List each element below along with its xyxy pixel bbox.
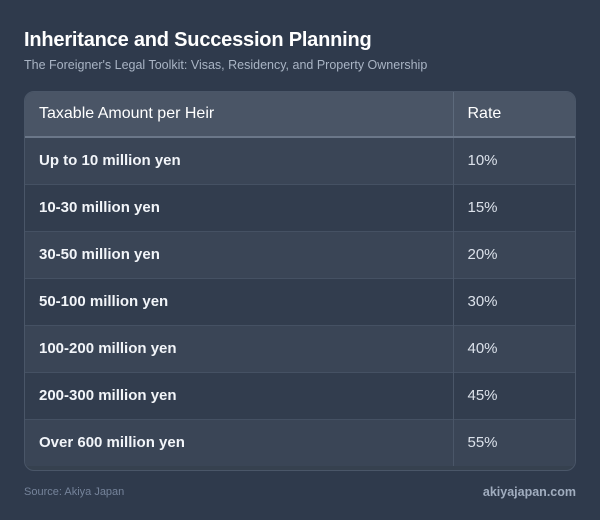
- rate-cell: 20%: [452, 230, 575, 278]
- rate-cell: 40%: [452, 324, 575, 372]
- tax-rate-table: Taxable Amount per Heir Rate Up to 10 mi…: [25, 92, 575, 466]
- amount-cell: 100-200 million yen: [25, 324, 453, 372]
- rate-cell: 15%: [452, 183, 575, 231]
- tax-rate-table-card: Taxable Amount per Heir Rate Up to 10 mi…: [24, 91, 576, 471]
- rate-cell: 10%: [452, 137, 575, 184]
- rate-cell: 45%: [452, 371, 575, 419]
- table-row: 100-200 million yen 40%: [25, 324, 575, 372]
- amount-cell: Over 600 million yen: [25, 418, 453, 466]
- table-header-row: Taxable Amount per Heir Rate: [25, 92, 575, 138]
- table-row: 30-50 million yen 20%: [25, 230, 575, 278]
- table-row: 10-30 million yen 15%: [25, 183, 575, 231]
- rate-cell: 55%: [452, 418, 575, 466]
- column-header-amount: Taxable Amount per Heir: [25, 92, 453, 138]
- source-note: Source: Akiya Japan: [24, 486, 125, 498]
- amount-cell: 10-30 million yen: [25, 183, 453, 231]
- amount-cell: 50-100 million yen: [25, 277, 453, 325]
- page-subtitle: The Foreigner's Legal Toolkit: Visas, Re…: [24, 58, 428, 72]
- amount-cell: Up to 10 million yen: [39, 152, 181, 170]
- table-row: Over 600 million yen 55%: [25, 418, 575, 466]
- table-row: 50-100 million yen 30%: [25, 277, 575, 325]
- column-header-rate: Rate: [452, 92, 575, 138]
- rate-cell: 30%: [452, 277, 575, 325]
- amount-cell: 30-50 million yen: [25, 230, 453, 278]
- table-row: 200-300 million yen 45%: [25, 371, 575, 419]
- page-title: Inheritance and Succession Planning: [24, 29, 372, 51]
- brand-link[interactable]: akiyajapan.com: [482, 485, 576, 499]
- amount-cell: 200-300 million yen: [25, 371, 453, 419]
- table-row: Up to 10 million yen 10%: [25, 137, 575, 184]
